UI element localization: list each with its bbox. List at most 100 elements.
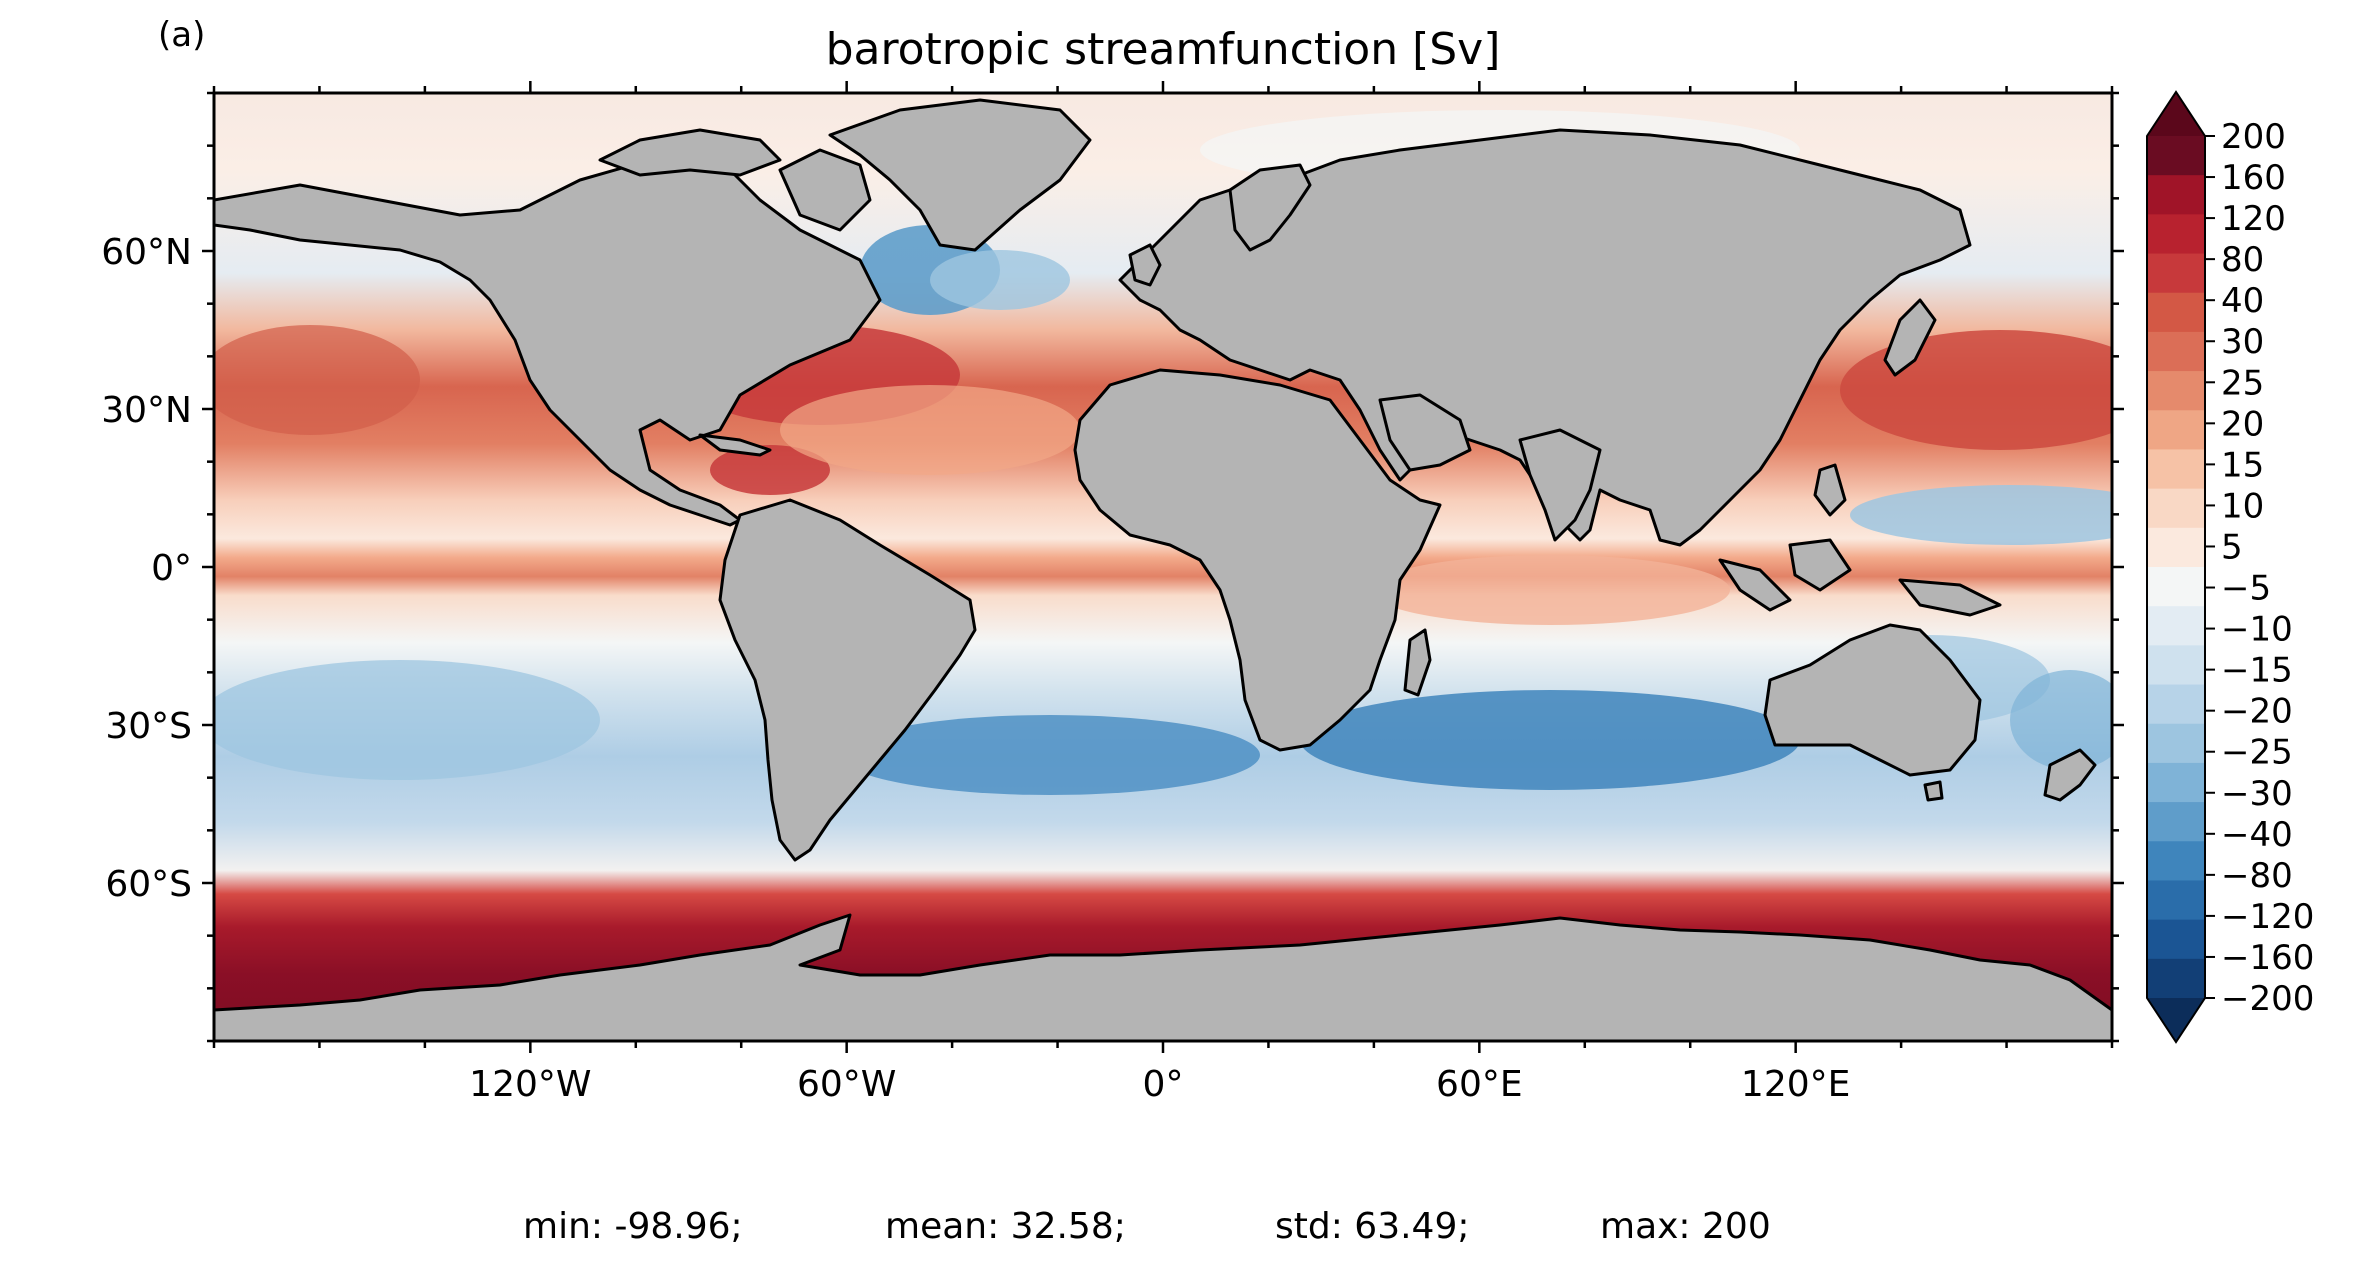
indian-ocean-patch xyxy=(1370,555,1730,625)
colorbar-tick-label: 30 xyxy=(2221,322,2264,362)
india xyxy=(1518,428,1602,542)
philippines xyxy=(1813,463,1847,517)
western-pacific-blue-patch xyxy=(1850,485,2112,545)
lat-tick-label: 30°S xyxy=(105,706,192,747)
subpolar-atlantic-patch xyxy=(930,250,1070,310)
japan xyxy=(1883,298,1937,377)
colorbar-tick-label: −120 xyxy=(2221,897,2314,937)
colorbar: 200160120804030252015105−5−10−15−20−25−3… xyxy=(2146,90,2314,1044)
colorbar-band xyxy=(2147,488,2205,529)
greenland xyxy=(828,98,1092,252)
colorbar-tick-label: 160 xyxy=(2221,158,2286,198)
colorbar-tick-label: 25 xyxy=(2221,363,2264,403)
south-america xyxy=(718,498,977,862)
cuba xyxy=(698,433,772,457)
south-indian-gyre-patch xyxy=(1300,690,1800,790)
stats-footer: min: -98.96; mean: 32.58; std: 63.49; ma… xyxy=(523,1206,1771,1247)
arabia xyxy=(1378,393,1472,472)
indonesia-sumatra xyxy=(1718,558,1792,612)
colorbar-tick-label: −30 xyxy=(2221,774,2293,814)
colorbar-tick-label: −5 xyxy=(2221,569,2271,609)
colorbar-band xyxy=(2147,253,2205,294)
colorbar-band xyxy=(2147,606,2205,646)
colorbar-tick-label: 40 xyxy=(2221,281,2264,321)
colorbar-tick-label: 80 xyxy=(2221,240,2264,280)
colorbar-tick-label: −25 xyxy=(2221,733,2293,773)
stat-max: max: 200 xyxy=(1600,1206,1771,1247)
colorbar-tick-label: 10 xyxy=(2221,486,2264,526)
colorbar-band xyxy=(2147,292,2205,333)
colorbar-band xyxy=(2147,527,2205,568)
map-area xyxy=(212,91,2114,1043)
colorbar-band xyxy=(2147,449,2205,490)
stat-mean: mean: 32.58; xyxy=(885,1206,1126,1247)
madagascar xyxy=(1403,628,1432,697)
lat-tick-label: 0° xyxy=(151,548,192,589)
new-guinea xyxy=(1898,578,2002,617)
colorbar-band xyxy=(2147,684,2205,725)
colorbar-tick-label: −80 xyxy=(2221,856,2293,896)
stat-std: std: 63.49; xyxy=(1275,1206,1469,1247)
south-pacific-gyre-patch xyxy=(214,660,600,780)
south-atlantic-gyre-patch xyxy=(840,715,1260,795)
tasman-patch xyxy=(2010,670,2112,770)
north-atlantic-subtropical-patch xyxy=(780,385,1080,475)
stat-min: min: -98.96; xyxy=(523,1206,743,1247)
indonesia-borneo xyxy=(1788,538,1852,592)
colorbar-band xyxy=(2147,919,2205,960)
colorbar-tick-label: −200 xyxy=(2221,979,2314,1019)
lon-tick-label: 120°W xyxy=(469,1064,591,1105)
colorbar-extend-max xyxy=(2147,92,2205,136)
new-zealand xyxy=(2043,748,2097,802)
lat-tick-label: 60°N xyxy=(101,232,192,273)
northeast-pacific-patch xyxy=(214,325,420,435)
canadian-archipelago xyxy=(598,128,782,177)
australia xyxy=(1763,623,1982,777)
colorbar-tick-label: 20 xyxy=(2221,404,2264,444)
longitude-axis: 120°W 60°W 0° 60°E 120°E xyxy=(212,81,2114,1105)
british-isles xyxy=(1128,243,1162,287)
land-masses xyxy=(214,98,2112,1041)
colorbar-band xyxy=(2147,880,2205,921)
eurasia xyxy=(1118,128,1972,547)
lon-tick-label: 0° xyxy=(1143,1064,1184,1105)
colorbar-band xyxy=(2147,762,2205,803)
colorbar-band xyxy=(2147,802,2205,842)
colorbar-tick-label: −40 xyxy=(2221,815,2293,855)
map-title: barotropic streamfunction [Sv] xyxy=(826,24,1501,75)
colorbar-band xyxy=(2147,214,2205,255)
colorbar-band xyxy=(2147,958,2205,999)
lon-tick-label: 120°E xyxy=(1741,1064,1850,1105)
colorbar-band xyxy=(2147,567,2205,607)
baffin-island xyxy=(778,148,872,232)
lat-tick-label: 30°N xyxy=(101,390,192,431)
lon-tick-label: 60°E xyxy=(1436,1064,1523,1105)
colorbar-band xyxy=(2147,371,2205,411)
scandinavia xyxy=(1228,163,1312,252)
colorbar-band xyxy=(2147,410,2205,451)
colorbar-tick-label: −15 xyxy=(2221,651,2293,691)
antarctica xyxy=(214,913,2112,1041)
colorbar-band xyxy=(2147,645,2205,686)
colorbar-band xyxy=(2147,175,2205,215)
lon-tick-label: 60°W xyxy=(797,1064,896,1105)
panel-label: (a) xyxy=(158,15,205,55)
colorbar-tick-label: 200 xyxy=(2221,117,2286,157)
colorbar-tick-label: −160 xyxy=(2221,938,2314,978)
colorbar-band xyxy=(2147,136,2205,176)
colorbar-tick-label: 15 xyxy=(2221,445,2264,485)
colorbar-band xyxy=(2147,331,2205,372)
latitude-axis: 60°N 30°N 0° 30°S 60°S xyxy=(101,91,2124,1043)
tasmania xyxy=(1923,780,1944,802)
colorbar-tick-label: 120 xyxy=(2221,199,2286,239)
colorbar-tick-label: 5 xyxy=(2221,527,2243,567)
colorbar-tick-label: −10 xyxy=(2221,610,2293,650)
caribbean-patch xyxy=(710,445,830,495)
africa xyxy=(1073,368,1442,752)
colorbar-extend-min xyxy=(2147,998,2205,1042)
lat-tick-label: 60°S xyxy=(105,864,192,905)
colorbar-band xyxy=(2147,841,2205,882)
colorbar-tick-label: −20 xyxy=(2221,692,2293,732)
colorbar-band xyxy=(2147,723,2205,764)
